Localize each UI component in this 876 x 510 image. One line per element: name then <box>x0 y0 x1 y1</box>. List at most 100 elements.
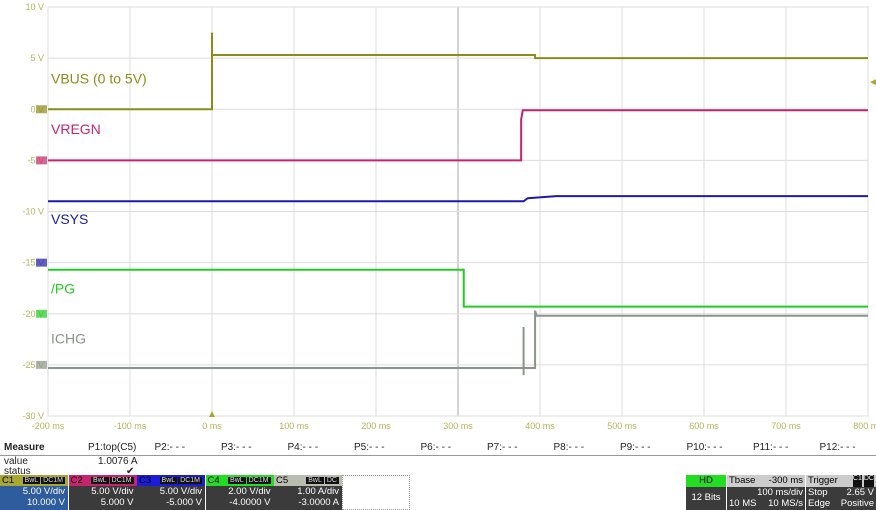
bandwidth-tag: BwL <box>306 477 324 484</box>
trace-label: VBUS (0 to 5V) <box>51 71 147 87</box>
measure-param-10[interactable]: P10:- - - <box>686 442 723 453</box>
measure-param-6[interactable]: P6:- - - <box>420 442 452 453</box>
channel-ground-marker <box>36 258 47 267</box>
channel-c3-box[interactable]: C3 BwL DC1M 5.00 V/div -5.000 V <box>137 475 205 510</box>
x-tick-label: -100 ms <box>114 421 147 431</box>
trace-vregn <box>48 109 868 162</box>
trace-label: /PG <box>51 280 75 296</box>
status-label: status <box>4 466 31 477</box>
value-label: value <box>4 456 28 467</box>
channel-ground-marker <box>36 360 47 369</box>
channel-offset: -5.000 V <box>166 497 202 508</box>
channel-scale: 1.00 A/div <box>297 486 339 497</box>
y-tick-label: -10 V <box>22 207 44 217</box>
hd-bits: 12 Bits <box>691 492 721 503</box>
trigger-time-marker <box>209 411 215 417</box>
x-tick-label: 100 ms <box>279 421 309 431</box>
channel-offset: -3.0000 A <box>298 497 339 508</box>
x-tick-label: 300 ms <box>443 421 473 431</box>
bandwidth-tag: BwL <box>159 477 178 484</box>
y-tick-label: -25 V <box>22 360 44 370</box>
x-tick-label: 400 ms <box>525 421 555 431</box>
channel-offset: -4.0000 V <box>229 497 271 508</box>
coupling-tag: DC1M <box>41 477 65 484</box>
hd-label: HD <box>686 475 726 487</box>
trigger-level: 2.65 V <box>846 487 874 498</box>
trigger-label: Trigger <box>808 475 838 486</box>
measure-title: Measure <box>4 442 45 453</box>
x-tick-label: 600 ms <box>689 421 719 431</box>
bandwidth-tag: BwL <box>22 477 41 484</box>
y-tick-label: -5 V <box>27 155 44 165</box>
channel-scale: 5.00 V/div <box>91 486 134 497</box>
empty-channel-slot <box>342 475 410 510</box>
channel-c2-box[interactable]: C2 BwL DC1M 5.00 V/div 5.000 V <box>68 475 137 510</box>
x-tick-label: 0 ms <box>202 421 222 431</box>
trigger-level-marker <box>870 79 876 86</box>
measure-param-4[interactable]: P4:- - - <box>287 442 319 453</box>
x-tick-label: -200 ms <box>32 421 65 431</box>
trigger-type: Edge <box>808 498 831 509</box>
channel-c4-box[interactable]: C4 BwL DC1M 2.00 V/div -4.0000 V <box>205 475 274 510</box>
channel-ground-marker <box>36 156 47 165</box>
measure-param-3[interactable]: P3:- - - <box>221 442 252 453</box>
measure-param-7[interactable]: P7:- - - <box>487 442 518 453</box>
tbase-rate: 10 MS/s <box>768 498 803 509</box>
channel-ground-marker <box>36 309 47 318</box>
channel-offset: 10.000 V <box>26 497 65 508</box>
coupling-tag: DC1M <box>178 477 202 484</box>
y-tick-label: -20 V <box>22 309 44 319</box>
p1-value: 1.0076 A <box>98 456 138 467</box>
channel-offset: 5.000 V <box>100 497 134 508</box>
channel-scale: 2.00 V/div <box>228 486 271 497</box>
coupling-tag: DC1M <box>246 477 271 484</box>
channel-ground-marker <box>36 105 47 114</box>
trace-ichg <box>48 310 868 376</box>
channel-scale: 5.00 V/div <box>22 486 65 497</box>
trace-vbustov <box>48 32 868 111</box>
bandwidth-tag: BwL <box>228 477 246 484</box>
channel-c5-box[interactable]: C5 BwL DC 1.00 A/div -3.0000 A <box>274 475 342 510</box>
trigger-coupling: DC <box>863 475 874 487</box>
trigger-source: C1 <box>852 475 862 487</box>
trace-label: VSYS <box>51 211 88 227</box>
channel-scale: 5.00 V/div <box>159 486 202 497</box>
x-tick-label: 200 ms <box>361 421 391 431</box>
y-tick-label: -15 V <box>22 258 44 268</box>
trace-vsys <box>48 195 868 203</box>
trigger-mode: Stop <box>808 487 828 498</box>
coupling-tag: DC1M <box>109 477 134 484</box>
trigger-slope: Positive <box>840 498 874 509</box>
trace-label: VREGN <box>51 121 101 137</box>
bandwidth-tag: BwL <box>91 477 109 484</box>
tbase-scale: 100 ms/div <box>757 487 803 498</box>
channel-id: C4 <box>207 475 220 486</box>
y-tick-label: 10 V <box>25 2 44 12</box>
hd-box[interactable]: HD 12 Bits <box>686 475 726 510</box>
channel-c1-box[interactable]: C1 BwL DC1M 5.00 V/div 10.000 V <box>0 475 68 510</box>
channel-id: C2 <box>70 475 83 486</box>
p1-status: ✔ <box>126 466 135 477</box>
measure-param-11[interactable]: P11:- - - <box>753 442 789 453</box>
x-tick-label: 700 ms <box>771 421 801 431</box>
channel-id: C1 <box>2 475 15 486</box>
tbase-label: Tbase <box>729 475 756 486</box>
channel-id: C5 <box>276 475 289 486</box>
waveform-display[interactable]: -200 ms -100 ms 0 ms 100 ms 200 ms 300 ms 400 … <box>0 0 876 440</box>
measure-param-12[interactable]: P12:- - - <box>819 442 856 453</box>
coupling-tag: DC <box>324 477 339 484</box>
grid <box>47 6 869 417</box>
channel-id: C3 <box>139 475 152 486</box>
x-tick-label: 500 ms <box>607 421 637 431</box>
trace-pg <box>48 268 868 308</box>
tbase-samples: 10 MS <box>729 498 757 509</box>
measure-param-5[interactable]: P5:- - - <box>354 442 385 453</box>
trigger-box[interactable]: Trigger C1 DC Stop 2.65 V Edge Positive <box>806 475 876 510</box>
measure-param-1[interactable]: P1:top(C5) <box>88 442 137 453</box>
measure-param-9[interactable]: P9:- - - <box>620 442 651 453</box>
trace-label: ICHG <box>51 330 86 346</box>
y-tick-label: -30 V <box>22 411 44 421</box>
measure-param-2[interactable]: P2:- - - <box>154 442 186 453</box>
measure-param-8[interactable]: P8:- - - <box>553 442 585 453</box>
timebase-box[interactable]: Tbase -300 ms 100 ms/div 10 MS 10 MS/s <box>727 475 805 510</box>
